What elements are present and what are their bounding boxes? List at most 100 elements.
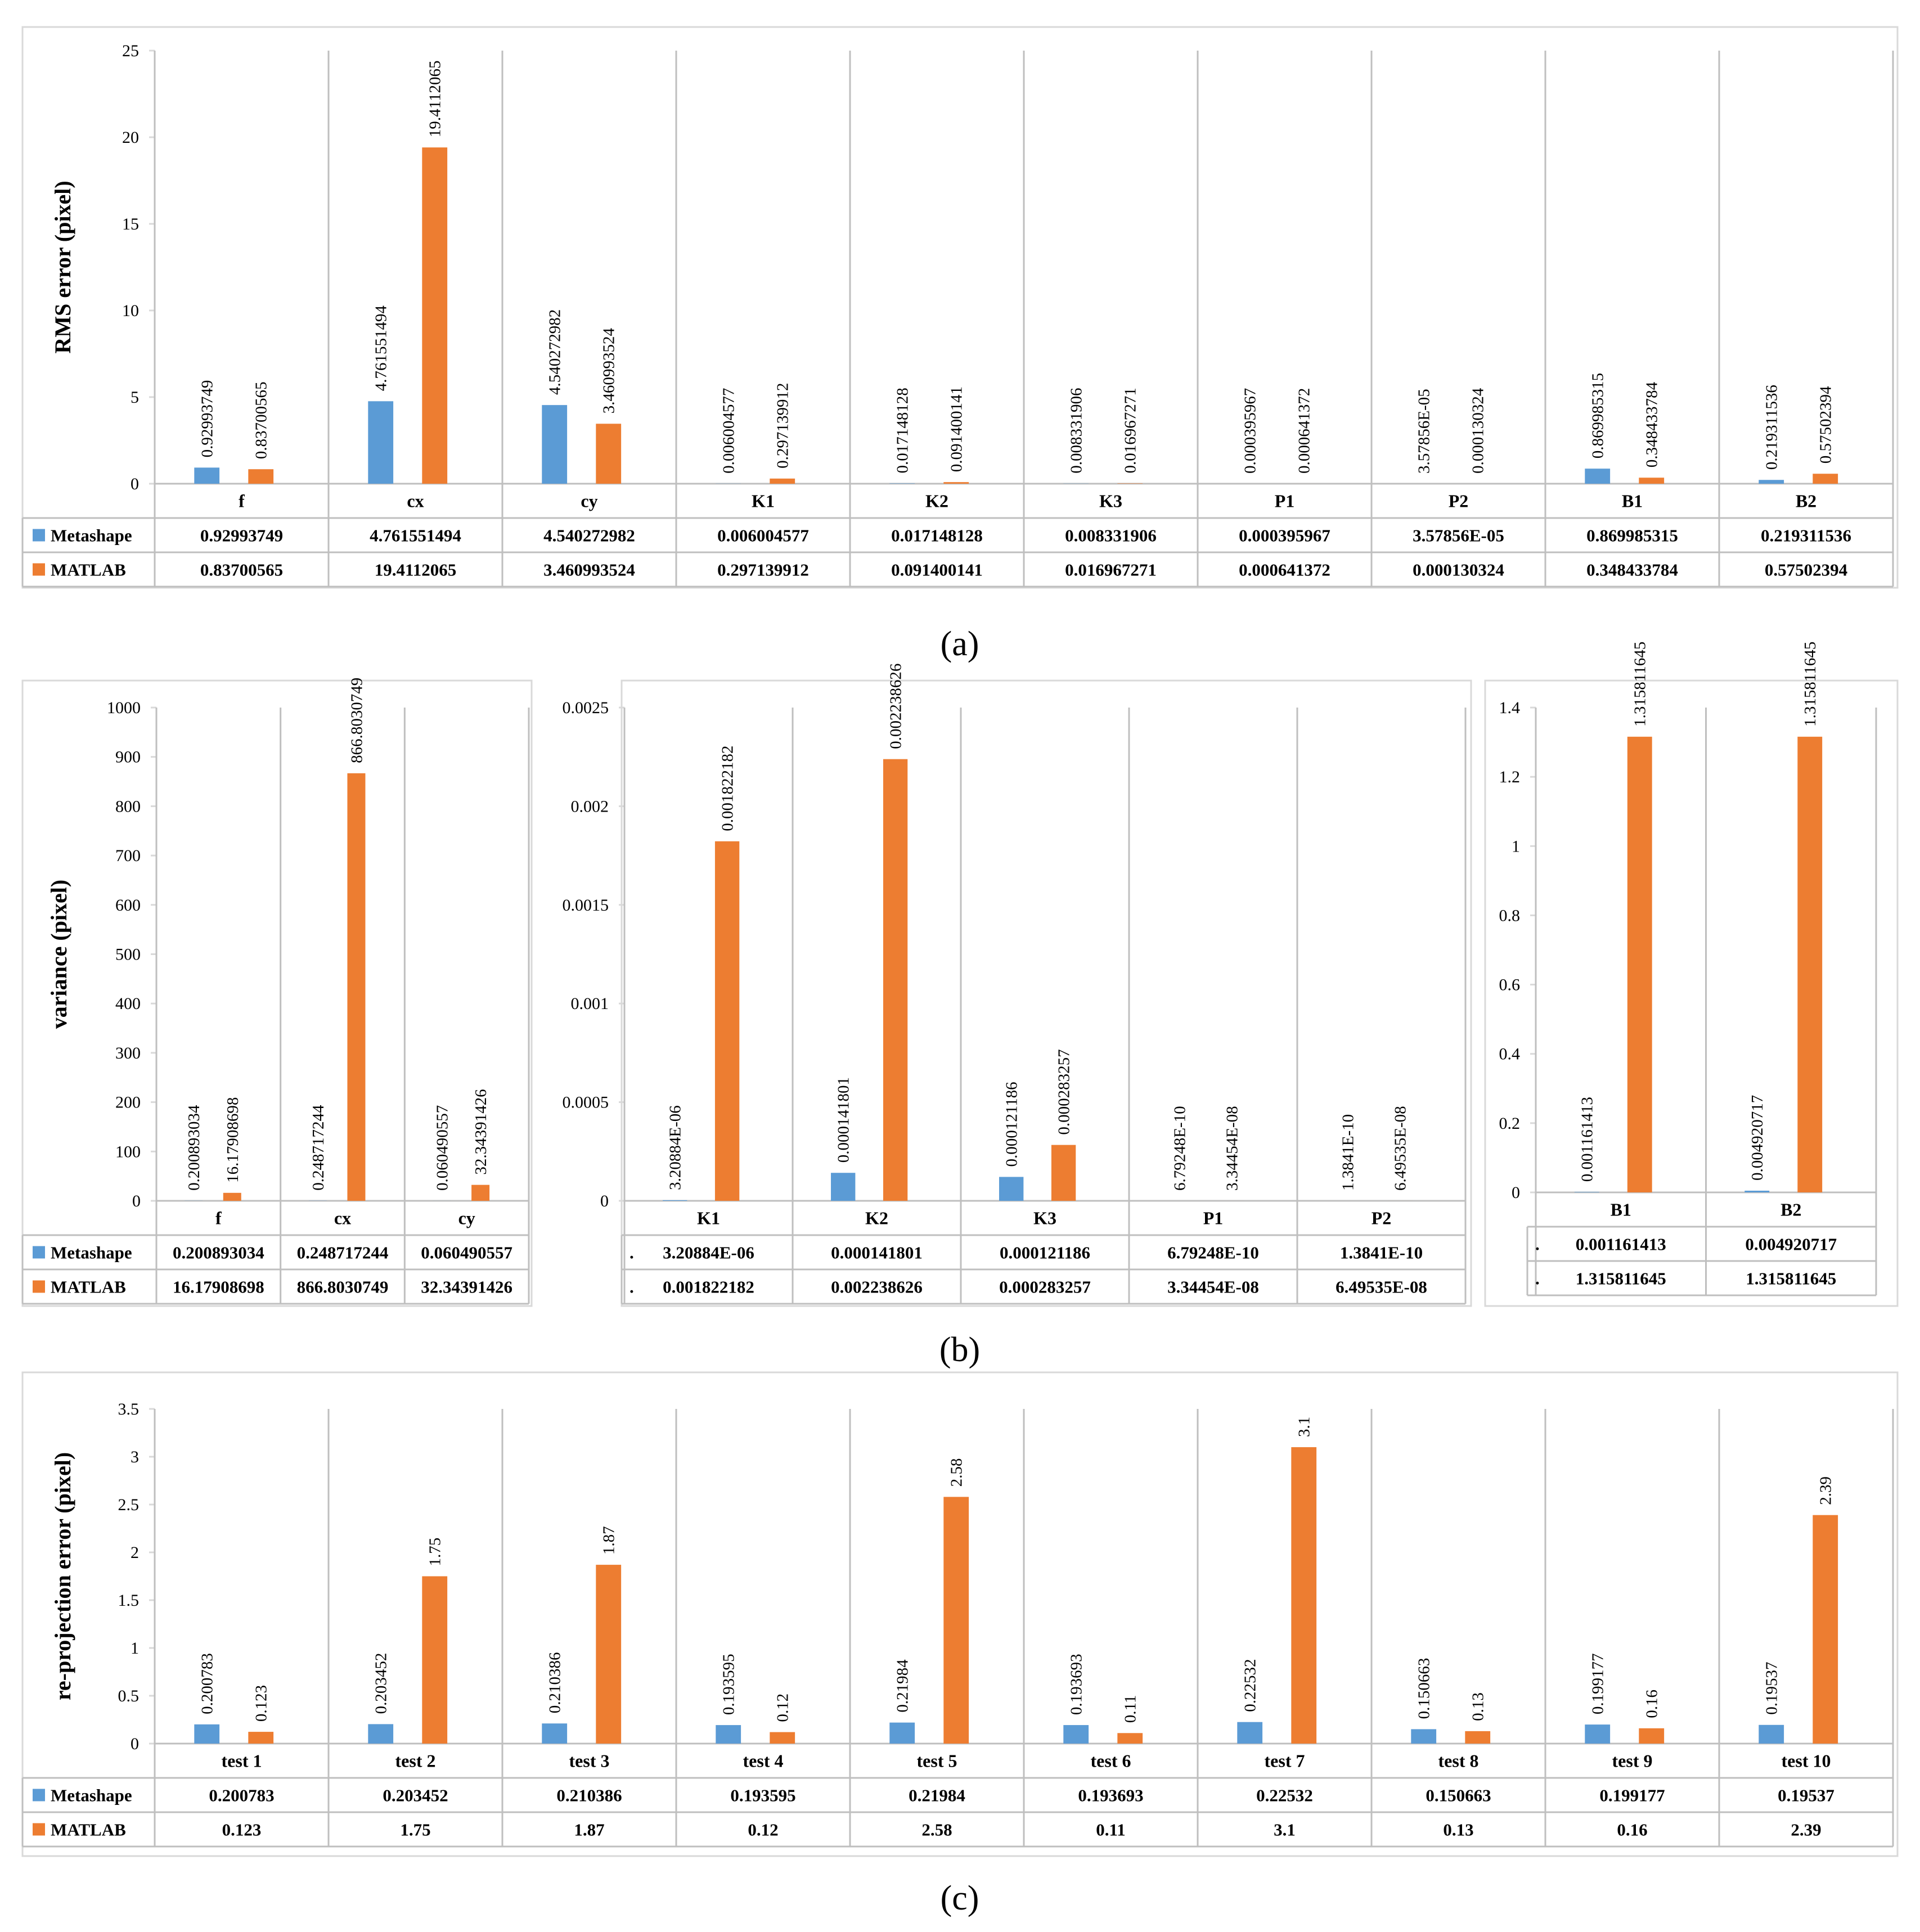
value-label: 0.001822182 [719, 746, 737, 831]
y-tick-label: 0 [132, 1192, 141, 1210]
bar-matlab [770, 478, 795, 484]
table-cell: 4.540272982 [543, 525, 635, 545]
chart-b3: 0 0.2 0.4 0.6 0.8 1 1.2 1.4 B1 0.001161413 0.00116… [1484, 642, 1899, 1307]
table-cell: 1.87 [574, 1820, 604, 1839]
bar-matlab [248, 469, 274, 484]
value-label: 0.150663 [1415, 1658, 1433, 1719]
bar-metashape [542, 405, 568, 484]
table-cell: 0.199177 [1599, 1785, 1665, 1805]
legend-key-matlab [33, 1280, 45, 1293]
category-label: P1 [1275, 490, 1295, 511]
value-label: 0.091400141 [948, 386, 966, 472]
bar-metashape [999, 1177, 1024, 1201]
y-tick-label: 0.0005 [563, 1093, 609, 1112]
bar-metashape [889, 483, 915, 484]
table-cell: 0.004920717 [1745, 1234, 1837, 1254]
value-label: 1.75 [426, 1538, 444, 1566]
table-cell: 0.001161413 [1576, 1234, 1666, 1254]
value-label: 0.19537 [1763, 1662, 1781, 1715]
bar-metashape [368, 1724, 394, 1744]
y-tick-label: 500 [115, 945, 141, 964]
table-cell: 4.761551494 [370, 525, 461, 545]
table-cell: 16.17908698 [173, 1277, 264, 1296]
y-tick-label: 0.5 [118, 1687, 140, 1705]
table-cell: 0.869985315 [1586, 525, 1678, 545]
y-tick-label: 1.4 [1499, 699, 1521, 717]
table-cell: 0.002238626 [831, 1277, 923, 1296]
y-tick-label: 2 [131, 1543, 139, 1562]
legend-label: Metashape [51, 1785, 132, 1805]
category-label: test 5 [917, 1750, 957, 1771]
table-cell: 0.200893034 [173, 1242, 264, 1262]
bar-matlab [1639, 478, 1665, 484]
table-cell: 3.460993524 [543, 560, 635, 579]
value-label: 0.83700565 [253, 381, 271, 459]
caption-a: (a) [941, 625, 979, 663]
y-tick-label: 900 [115, 748, 141, 767]
chart-frame [21, 1371, 1899, 1857]
category-label: test 4 [743, 1750, 784, 1771]
value-label: 1.315811645 [1801, 642, 1819, 727]
bar-metashape [1759, 1724, 1784, 1744]
table-cell: 0.060490557 [421, 1242, 512, 1262]
table-cell: 1.75 [400, 1820, 430, 1839]
table-cell: 1.3841E-10 [1340, 1242, 1423, 1262]
value-label: 1.3841E-10 [1339, 1114, 1357, 1191]
table-cell: 0.016967271 [1065, 560, 1157, 579]
value-label: 0.13 [1469, 1692, 1487, 1721]
y-tick-label: 5 [131, 388, 139, 407]
table-cell: 0.123 [222, 1820, 262, 1839]
table-cell: 1.315811645 [1576, 1268, 1666, 1288]
category-label: test 6 [1091, 1750, 1131, 1771]
category-label: B2 [1796, 490, 1816, 511]
y-tick-label: 600 [115, 896, 141, 915]
category-label: f [215, 1208, 222, 1228]
bar-matlab [714, 841, 740, 1201]
value-label: 0.12 [774, 1694, 792, 1722]
bar-matlab [248, 1732, 274, 1744]
value-label: 0.002238626 [887, 663, 905, 749]
value-label: 0.193693 [1068, 1654, 1086, 1715]
y-tick-label: 1 [131, 1639, 139, 1658]
value-label: 32.34391426 [472, 1089, 490, 1174]
table-cell: 0.12 [748, 1820, 778, 1839]
y-tick-label: 800 [115, 797, 141, 816]
bar-metashape [368, 401, 394, 484]
value-label: 0.017148128 [894, 388, 912, 473]
table-cell: 0.000141801 [831, 1242, 923, 1262]
y-tick-label: 0.8 [1499, 906, 1521, 925]
table-cell: 0.11 [1096, 1820, 1126, 1839]
category-label: test 3 [569, 1750, 610, 1771]
category-label: B1 [1622, 490, 1643, 511]
y-tick-label: 0.001 [571, 994, 609, 1013]
value-label: 866.8030749 [348, 678, 366, 763]
y-tick-label: 400 [115, 994, 141, 1013]
table-cell: 0.348433784 [1586, 560, 1678, 579]
bar-matlab [1117, 483, 1143, 484]
legend-key-metashape [33, 529, 45, 542]
y-tick-label: 0.4 [1499, 1045, 1521, 1064]
table-cell: 0.57502394 [1765, 560, 1847, 579]
value-label: 0.200783 [199, 1653, 217, 1714]
value-label: 0.016967271 [1122, 388, 1140, 473]
chart-a: 0 5 10 15 20 25 RMS error (pixel) f 0.92993749 0.… [21, 26, 1899, 589]
y-tick-label: 0 [131, 1735, 139, 1753]
value-label: 0.16 [1643, 1690, 1661, 1718]
chart-b2: 0 0.0005 0.001 0.0015 0.002 0.0025 K1 3.20884E-… [563, 663, 1472, 1307]
value-label: 0.92993749 [199, 380, 217, 458]
y-tick-label: 1.5 [118, 1591, 140, 1610]
table-cell: 2.39 [1791, 1820, 1821, 1839]
value-label: 0.199177 [1589, 1653, 1607, 1714]
table-cell: 0.297139912 [717, 560, 809, 579]
legend-label: . [629, 1277, 634, 1296]
y-axis-title: variance (pixel) [46, 880, 71, 1029]
table-cell: 0.210386 [556, 1785, 622, 1805]
bar-metashape [1744, 1190, 1770, 1192]
value-label: 0.000130324 [1469, 388, 1487, 474]
category-label: K2 [865, 1208, 888, 1228]
value-label: 4.761551494 [372, 305, 390, 391]
bar-matlab [1117, 1733, 1143, 1744]
value-label: 0.000395967 [1242, 388, 1260, 474]
table-cell: 1.315811645 [1746, 1268, 1836, 1288]
